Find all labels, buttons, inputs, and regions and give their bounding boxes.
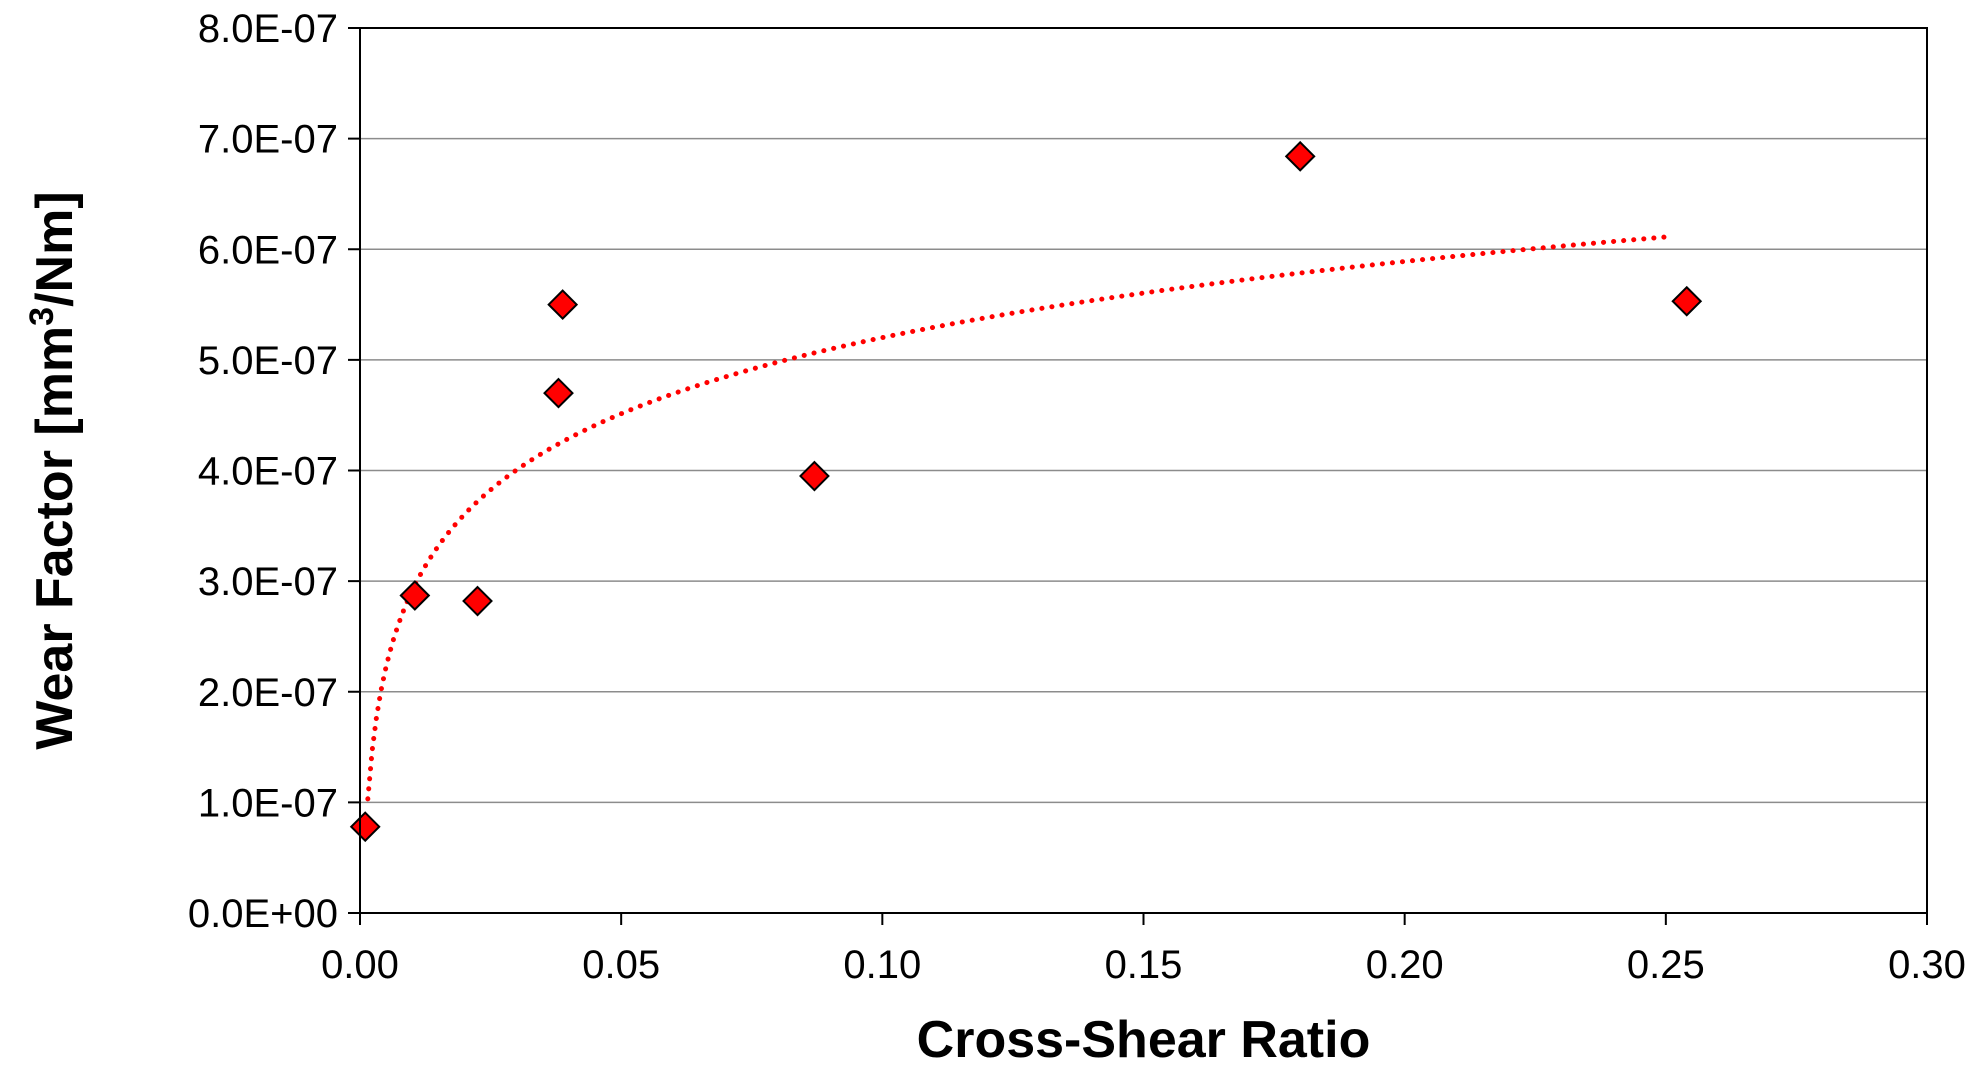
data-point-diamond (349, 811, 381, 843)
y-tick-label: 7.0E-07 (198, 118, 338, 162)
trendline (365, 234, 1669, 802)
trendline-path (365, 234, 1669, 802)
y-tick-label: 2.0E-07 (198, 671, 338, 715)
y-axis-ticks: 0.0E+00 1.0E-07 2.0E-07 3.0E-07 4.0E-07 5.0E-… (188, 7, 360, 936)
data-point-diamond (547, 289, 579, 320)
y-tick-label: 0.0E+00 (188, 892, 338, 936)
x-axis-title: Cross-Shear Ratio (917, 1011, 1371, 1067)
x-tick-label: 0.20 (1366, 943, 1444, 987)
data-points (349, 140, 1703, 843)
data-point-diamond (1284, 140, 1316, 172)
y-tick-label: 4.0E-07 (198, 450, 338, 494)
y-tick-label: 3.0E-07 (198, 560, 338, 604)
y-axis-title-prefix: Wear Factor [mm (26, 326, 84, 750)
data-point-diamond (1671, 285, 1703, 317)
x-tick-label: 0.25 (1627, 943, 1705, 987)
y-tick-label: 8.0E-07 (198, 7, 338, 51)
x-tick-label: 0.00 (321, 943, 399, 987)
y-tick-label: 1.0E-07 (198, 781, 338, 825)
data-point-diamond (543, 377, 574, 409)
x-tick-label: 0.30 (1888, 943, 1966, 987)
data-point-diamond (399, 580, 431, 611)
y-axis-title-suffix: /Nm] (26, 191, 84, 307)
x-tick-label: 0.05 (582, 943, 660, 987)
y-tick-label: 5.0E-07 (198, 339, 338, 383)
x-axis-ticks: 0.00 0.05 0.10 0.15 0.20 0.25 0.30 (321, 913, 1966, 987)
x-tick-label: 0.15 (1105, 943, 1183, 987)
data-point-diamond (462, 585, 493, 617)
data-point-diamond (799, 460, 830, 492)
x-tick-label: 0.10 (843, 943, 921, 987)
gridlines (360, 137, 1927, 804)
y-axis-title-superscript: 3 (23, 307, 61, 326)
y-axis-title: Wear Factor [mm3/Nm] (23, 191, 84, 749)
y-tick-label: 6.0E-07 (198, 228, 338, 272)
